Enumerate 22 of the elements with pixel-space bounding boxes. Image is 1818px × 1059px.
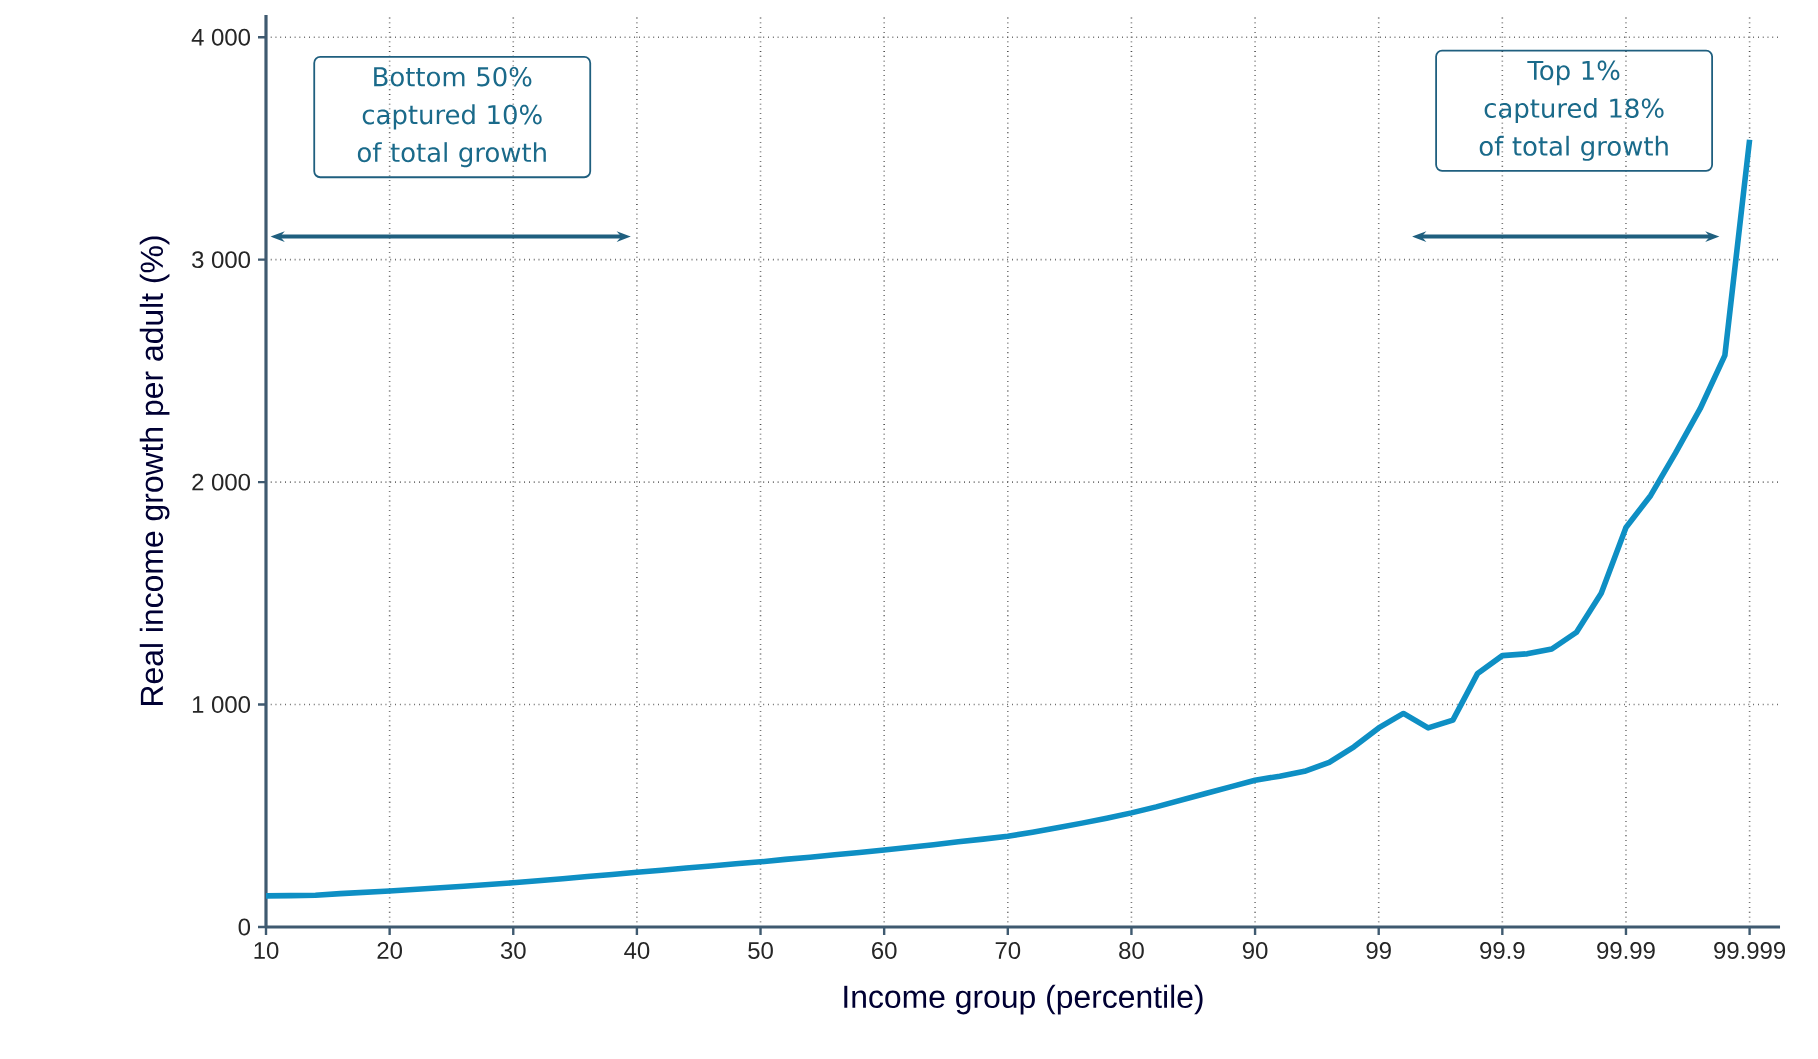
x-tick-label: 50 — [748, 942, 773, 959]
y-axis-title: Real income growth per adult (%) — [139, 236, 170, 705]
x-tick-label: 40 — [624, 942, 650, 959]
x-tick-label: 60 — [872, 942, 897, 959]
x-tick-label: 99 — [1366, 942, 1391, 959]
y-tick-label: 4 000 — [191, 28, 251, 46]
y-tick-label: 1 000 — [192, 696, 251, 714]
x-tick-label: 80 — [1119, 942, 1144, 959]
x-tick-label: 10 — [254, 942, 279, 959]
x-tick-label: 99.9 — [1480, 942, 1525, 959]
annotation: Bottom 50% captured 10% of total growth — [357, 66, 546, 168]
y-tick-label: 0 — [238, 918, 251, 936]
x-tick-label: 90 — [1242, 942, 1268, 959]
y-tick-label: 2 000 — [192, 473, 251, 491]
x-tick-label: 30 — [500, 942, 526, 959]
annotation: Top 1% captured 18% of total growth — [1479, 60, 1668, 161]
y-tick-label: 3 000 — [192, 251, 251, 269]
x-tick-label: 70 — [995, 942, 1021, 959]
x-axis-title: Income group (percentile) — [844, 984, 1203, 1015]
x-tick-label: 99.999 — [1714, 942, 1786, 959]
x-tick-label: 99.99 — [1597, 942, 1655, 959]
x-tick-label: 20 — [377, 942, 403, 959]
